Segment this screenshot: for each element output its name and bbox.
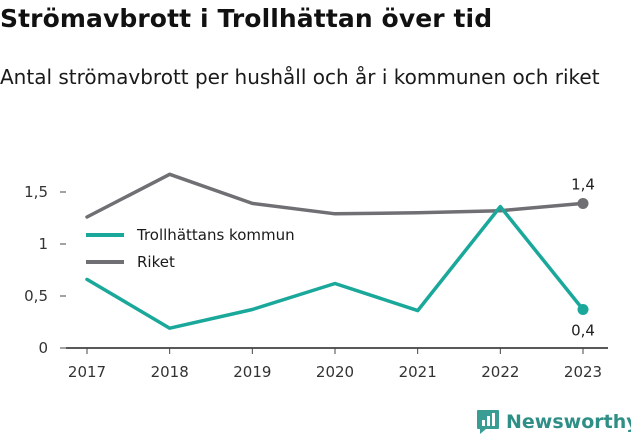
series-line <box>85 172 585 219</box>
series-line <box>85 204 585 330</box>
x-tick-label: 2022 <box>481 363 519 381</box>
x-tick-label: 2020 <box>316 363 354 381</box>
legend-label: Riket <box>137 253 175 271</box>
x-tick-label: 2018 <box>151 363 189 381</box>
end-value-label: 0,4 <box>571 322 595 340</box>
x-tick-label: 2019 <box>233 363 271 381</box>
brand-name: Newsworthy <box>506 411 631 433</box>
x-tick-label: 2023 <box>564 363 602 381</box>
axis-layer: 0 0,5 1 1,5 2017 2018 2019 2020 2021 2022 2023 <box>24 183 608 381</box>
brand-logo: Newsworthy <box>476 408 631 436</box>
newsworthy-logo-icon <box>477 410 499 434</box>
x-tick-label: 2017 <box>68 363 106 381</box>
chart-subtitle: Antal strömavbrott per hushåll och år i … <box>0 65 600 89</box>
end-point-marker <box>577 197 589 209</box>
x-tick-label: 2021 <box>399 363 437 381</box>
y-tick-label: 1,5 <box>24 183 48 201</box>
y-tick-label: 1 <box>38 235 48 253</box>
end-point-marker <box>577 304 589 316</box>
y-tick-label: 0,5 <box>24 287 48 305</box>
chart-title: Strömavbrott i Trollhättan över tid <box>0 4 493 33</box>
y-tick-label: 0 <box>38 339 48 357</box>
legend-label: Trollhättans kommun <box>136 226 295 244</box>
series-layer: 0,4 1,4 <box>85 172 595 340</box>
legend: Trollhättans kommun Riket <box>86 226 295 271</box>
end-value-label: 1,4 <box>571 175 595 193</box>
